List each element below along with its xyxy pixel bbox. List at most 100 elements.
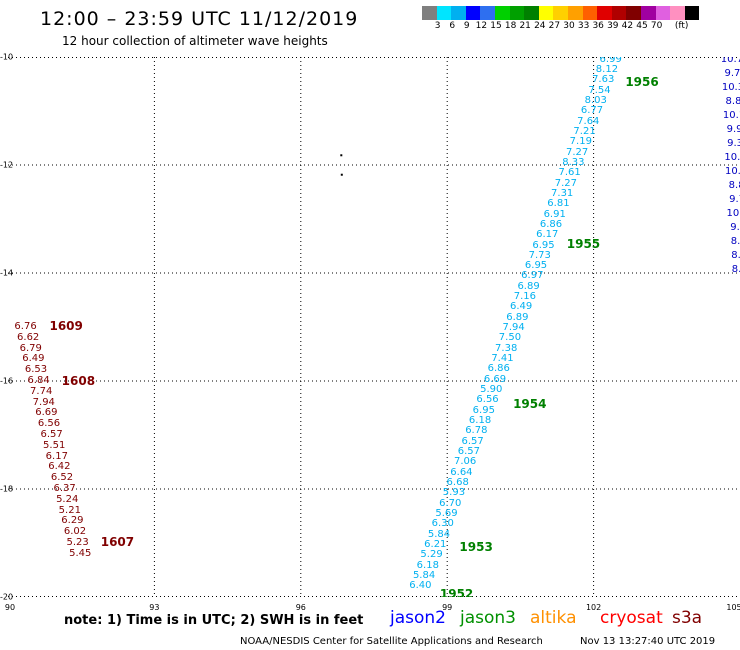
longitude-label: 102 xyxy=(585,603,602,612)
wave-height-value: 5.51 xyxy=(43,439,66,451)
scale-unit: (ft) xyxy=(674,21,689,31)
latitude-label: -12 xyxy=(0,160,14,170)
scale-label: 33 xyxy=(577,21,590,31)
footer-credit: NOAA/NESDIS Center for Satellite Applica… xyxy=(240,636,543,647)
wave-height-value: 6.57 xyxy=(461,435,484,447)
wave-height-value: 8.85 xyxy=(728,180,740,192)
wave-height-value: 6.18 xyxy=(416,559,439,571)
wave-height-value: 9.92 xyxy=(726,123,740,135)
wave-height-value: 10.07 xyxy=(724,151,740,163)
wave-height-value: 7.19 xyxy=(569,136,592,148)
wave-height-value: 9.72 xyxy=(724,67,740,79)
scale-swatch xyxy=(670,6,685,20)
wave-height-value: 10.11 xyxy=(722,109,740,121)
wave-height-value: 6.78 xyxy=(465,425,488,437)
scale-label: 36 xyxy=(592,21,604,31)
pass-time-label: 1953 xyxy=(459,540,493,555)
longitude-label: 96 xyxy=(295,603,306,612)
scale-swatch xyxy=(538,6,554,20)
wave-height-value: 6.57 xyxy=(40,429,63,440)
longitude-label: 93 xyxy=(149,603,160,612)
wave-height-value: 6.70 xyxy=(439,497,462,509)
wave-height-value: 6.95 xyxy=(472,404,495,416)
wave-height-value: 5.93 xyxy=(442,487,466,499)
latitude-label: -16 xyxy=(0,376,14,386)
wave-height-value: 8.76 xyxy=(730,236,740,248)
scale-swatch xyxy=(553,6,568,20)
wave-height-value: 7.73 xyxy=(528,249,551,261)
wave-height-value: 5.69 xyxy=(435,507,458,519)
pass-time-label: 1954 xyxy=(513,396,547,411)
wave-height-value: 6.02 xyxy=(63,526,87,538)
wave-height-value: 8.03 xyxy=(584,94,607,106)
scale-swatch xyxy=(436,6,452,20)
wave-height-value: 7.61 xyxy=(558,167,581,179)
wave-height-value: 10.77 xyxy=(720,57,740,65)
wave-height-value: 7.38 xyxy=(495,342,518,354)
wave-height-value: 6.53 xyxy=(24,364,48,376)
wave-height-value: 6.52 xyxy=(50,472,74,484)
wave-height-value: 5.90 xyxy=(480,384,503,396)
scale-swatch xyxy=(422,6,437,20)
scale-swatch xyxy=(611,6,627,20)
scale-swatch xyxy=(480,6,495,20)
wave-height-value: 6.21 xyxy=(424,538,447,550)
wave-height-value: 6.89 xyxy=(506,311,529,323)
wave-height-value: 8.33 xyxy=(562,156,585,168)
satellite-legend-jason3: jason3 xyxy=(460,608,516,628)
wave-height-value: 6.49 xyxy=(22,353,45,365)
wave-height-value: 7.21 xyxy=(573,125,596,137)
scale-swatch xyxy=(684,6,700,20)
wave-height-value: 6.18 xyxy=(468,415,492,427)
scale-swatch xyxy=(465,6,481,20)
wave-height-value: 7.27 xyxy=(554,177,578,189)
wave-height-value: 5.21 xyxy=(58,504,81,516)
pass-time-label: 1956 xyxy=(625,74,659,89)
wave-height-value: 8.54 xyxy=(731,250,740,262)
scale-label: 18 xyxy=(504,21,517,31)
scale-label: 24 xyxy=(534,21,546,31)
wave-height-value: 9.70 xyxy=(730,222,740,234)
scale-label: 42 xyxy=(621,21,634,31)
map-title: 12:00 – 23:59 UTC 11/12/2019 xyxy=(40,8,359,30)
wave-height-value: 5.84 xyxy=(427,528,451,540)
wave-height-value: 7.50 xyxy=(498,332,522,344)
wave-height-value: 6.91 xyxy=(543,208,566,220)
wave-height-value: 7.31 xyxy=(551,187,574,199)
scale-swatch xyxy=(524,6,539,20)
wave-height-value: 5.84 xyxy=(412,569,436,581)
wave-height-value: 7.74 xyxy=(30,385,53,397)
scale-swatch xyxy=(597,6,612,20)
scale-label: 27 xyxy=(548,21,561,31)
wave-height-value: 6.57 xyxy=(457,445,480,457)
scale-label: 3 xyxy=(434,21,441,31)
wave-height-value: 6.95 xyxy=(524,260,548,272)
scale-label: 39 xyxy=(607,21,619,31)
wave-height-value: 8.20 xyxy=(731,264,740,276)
island-mark xyxy=(340,154,343,157)
wave-height-value: 6.56 xyxy=(476,394,499,406)
scale-label: 9 xyxy=(463,21,470,31)
longitude-label: 90 xyxy=(4,603,16,612)
pass-time-label: 1952 xyxy=(439,587,474,597)
wave-height-value: 10.01 xyxy=(726,208,740,220)
wave-height-value: 6.29 xyxy=(61,515,84,527)
latitude-label: -20 xyxy=(0,592,14,602)
scale-label: 45 xyxy=(636,21,648,31)
wave-height-value: 7.06 xyxy=(454,456,477,468)
wave-height-value: 6.62 xyxy=(17,331,40,343)
scale-swatch xyxy=(567,6,583,20)
satellite-legend-s3a: s3a xyxy=(672,608,703,628)
scale-label: 70 xyxy=(650,21,663,31)
pass-time-label: 1955 xyxy=(566,236,601,251)
wave-height-value: 6.79 xyxy=(19,342,42,354)
wave-height-value: 6.84 xyxy=(27,375,50,386)
scale-swatch xyxy=(640,6,656,20)
scale-swatch xyxy=(626,6,641,20)
scale-label: 21 xyxy=(519,21,531,31)
longitude-label: 99 xyxy=(442,603,453,612)
wave-height-value: 6.64 xyxy=(450,466,473,478)
latitude-label: -14 xyxy=(0,268,14,278)
wave-height-value: 6.17 xyxy=(536,229,559,241)
latitude-label: -10 xyxy=(0,52,14,62)
